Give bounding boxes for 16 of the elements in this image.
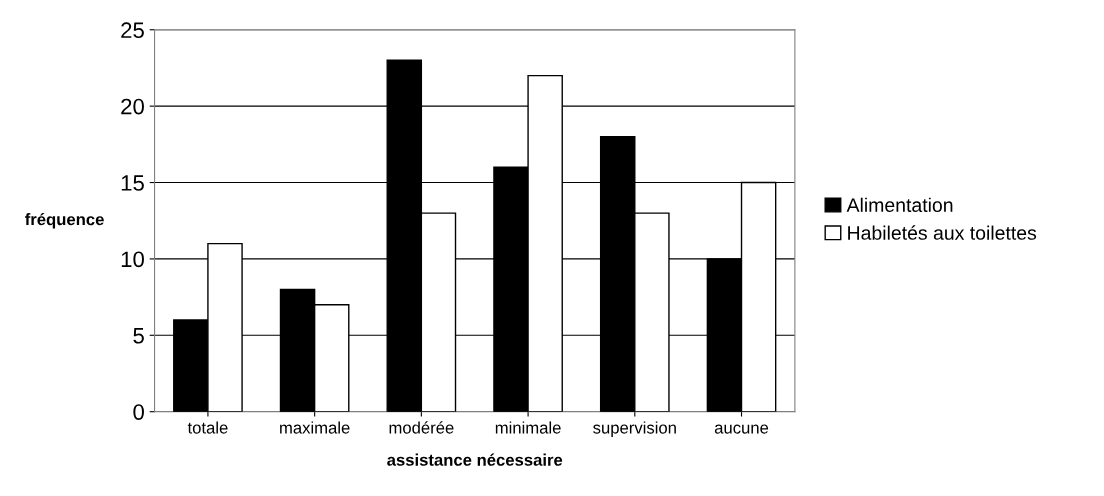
x-axis-title: assistance nécessaire — [387, 453, 563, 466]
y-tick-label: 0 — [133, 404, 144, 420]
y-tick-label: 25 — [121, 22, 144, 39]
y-tick-label: 20 — [121, 98, 144, 115]
x-tick-label: minimale — [495, 421, 561, 434]
x-tick-label: maximale — [280, 421, 350, 434]
y-tick-label: 15 — [121, 175, 144, 191]
x-tick-label: totale — [187, 421, 228, 434]
y-axis-title: fréquence — [25, 212, 104, 229]
x-tick-label: supervision — [593, 421, 676, 437]
y-tick-label: 5 — [133, 328, 144, 344]
x-tick-label: aucune — [714, 424, 769, 434]
legend-label: Alimentation — [846, 197, 953, 213]
y-tick-label: 10 — [121, 251, 144, 268]
legend-label: Habiletés aux toilettes — [848, 225, 1037, 240]
x-tick-label: modérée — [389, 421, 454, 434]
